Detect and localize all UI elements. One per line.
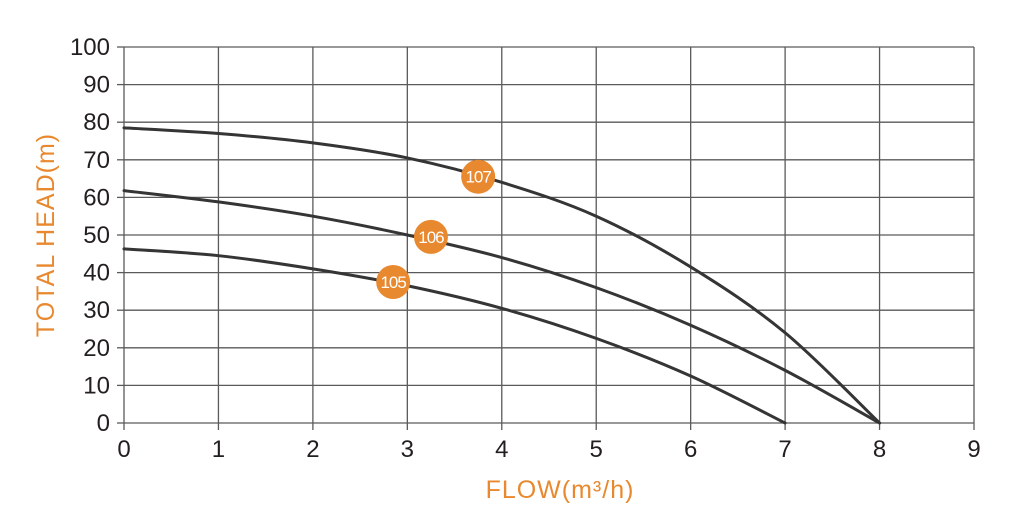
curve-106 [122, 189, 882, 425]
y-tick-label: 10 [83, 372, 110, 399]
x-tick-label: 6 [684, 436, 697, 463]
x-tick-label: 5 [590, 436, 603, 463]
grid [117, 46, 975, 430]
x-tick-label: 2 [306, 436, 319, 463]
curve-label-107: 107 [465, 168, 491, 187]
curve-105 [122, 247, 787, 425]
curve-labels: 107 106 105 [376, 159, 496, 299]
y-tick-label: 80 [83, 109, 110, 136]
x-tick-label: 7 [778, 436, 791, 463]
y-tick-label: 50 [83, 222, 110, 249]
y-tick-label: 30 [83, 297, 110, 324]
curve-label-badge-105 [376, 265, 411, 299]
x-tick-label: 9 [967, 436, 980, 463]
curve-107 [122, 126, 882, 425]
y-tick-label: 70 [83, 147, 110, 174]
y-tick-label: 40 [83, 260, 110, 287]
x-tick-label: 4 [495, 436, 508, 463]
y-tick-label: 100 [70, 34, 110, 61]
y-tick-labels: 0 10 20 30 40 50 60 70 80 90 100 [70, 34, 110, 437]
x-axis-title: FLOW(m³/h) [486, 476, 635, 504]
y-tick-label: 60 [83, 184, 110, 211]
y-tick-label: 90 [83, 72, 110, 99]
y-tick-label: 0 [97, 410, 110, 437]
y-axis-title: TOTAL HEAD(m) [32, 133, 60, 337]
curve-label-badge-107 [461, 159, 496, 194]
curve-label-badge-106 [413, 219, 448, 254]
curve-label-106: 106 [418, 228, 444, 247]
x-tick-label: 3 [401, 436, 414, 463]
series-curves [122, 126, 882, 425]
x-tick-label: 1 [212, 436, 225, 463]
curve-label-105: 105 [380, 273, 406, 292]
y-tick-label: 20 [83, 335, 110, 362]
x-tick-labels: 0 1 2 3 4 5 6 7 8 9 [117, 436, 980, 463]
x-tick-label: 8 [873, 436, 886, 463]
x-tick-label: 0 [117, 436, 130, 463]
